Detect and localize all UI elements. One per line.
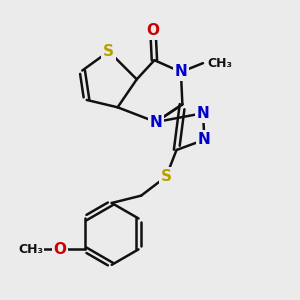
Text: S: S [161, 169, 172, 184]
Text: N: N [175, 64, 187, 80]
Text: N: N [198, 132, 211, 147]
Text: O: O [146, 23, 159, 38]
Text: CH₃: CH₃ [19, 243, 44, 256]
Text: N: N [149, 115, 162, 130]
Text: CH₃: CH₃ [207, 57, 232, 70]
Text: N: N [196, 106, 209, 121]
Text: S: S [103, 44, 114, 59]
Text: O: O [53, 242, 66, 257]
